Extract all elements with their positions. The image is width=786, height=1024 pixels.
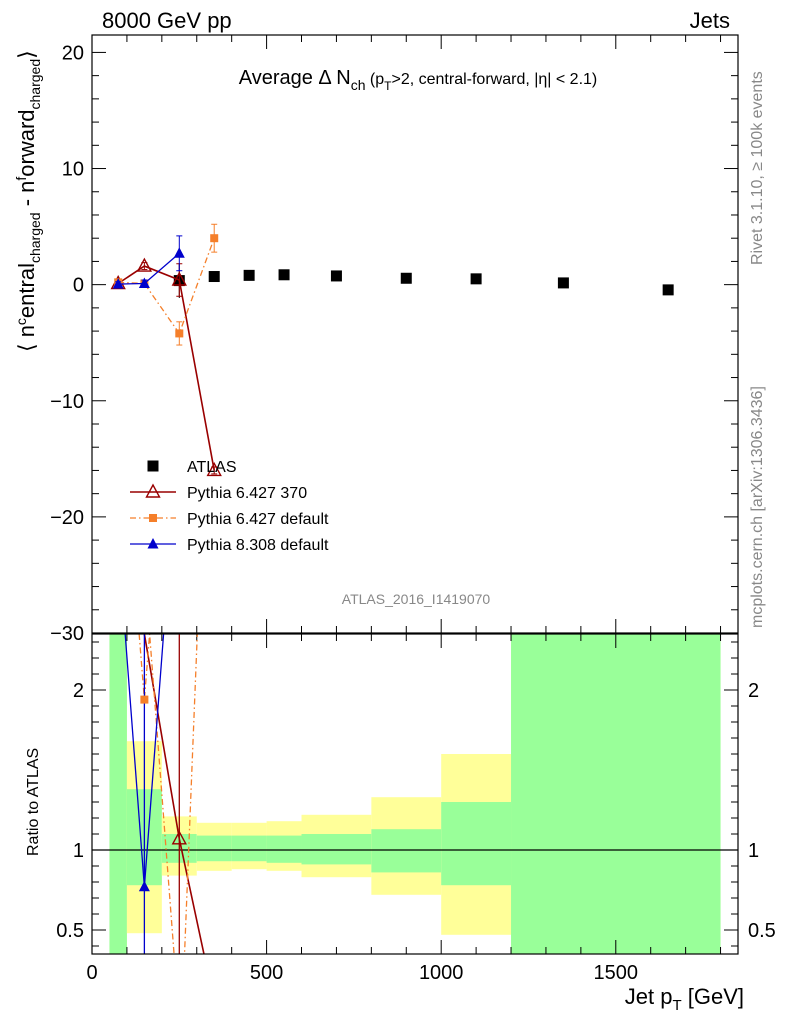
top-data-layer xyxy=(110,223,674,477)
x-axis-label-main: Jet p xyxy=(625,984,673,1009)
legend: ATLAS Pythia 6.427 370 Pythia 6.427 defaul… xyxy=(130,459,329,554)
legend-marker-atlas xyxy=(147,460,159,472)
plot-title-rest: (p xyxy=(365,71,384,88)
series-line-py8_default xyxy=(118,252,180,285)
ratio-point-py6_370 xyxy=(171,830,187,845)
plot-title-main: Average Δ N xyxy=(239,67,351,89)
bottom-ytick-label: 2 xyxy=(73,680,84,702)
series-line-py6_default xyxy=(118,237,215,335)
ratio-band-green xyxy=(301,834,372,865)
data-point-py6_default xyxy=(175,329,184,338)
ratio-point-py8_default xyxy=(138,880,150,892)
top-ytick-label: 0 xyxy=(73,275,84,297)
data-point-py6_370 xyxy=(171,271,187,286)
plot-title: Average Δ Nch (pT>2, central-forward, |η… xyxy=(239,67,598,93)
bottom-ytick-label: 1 xyxy=(73,840,84,862)
legend-marker-py6_370 xyxy=(145,483,161,498)
top-ytick-label: −20 xyxy=(50,507,84,529)
x-axis-label: Jet pT [GeV] xyxy=(625,984,744,1014)
ratio-band-green xyxy=(231,835,267,862)
data-point-atlas xyxy=(278,269,290,281)
bottom-frame xyxy=(91,633,739,955)
bottom-ylabel: Ratio to ATLAS xyxy=(25,748,42,856)
bottom-xtick-label: 0 xyxy=(86,962,97,984)
data-point-atlas xyxy=(400,272,412,284)
data-point-py8_default xyxy=(112,278,124,289)
legend-label-py6_370: Pythia 6.427 370 xyxy=(187,485,307,502)
data-point-py6_default xyxy=(210,234,219,243)
bottom-ytick-label-right: 2 xyxy=(748,680,759,702)
top-ylabel-open: ⟨ n xyxy=(14,325,39,352)
top-frame xyxy=(91,34,739,634)
legend-label-py6_default: Pythia 6.427 default xyxy=(187,511,329,528)
legend-marker-py6_default xyxy=(149,514,157,522)
plot-title-sub: ch xyxy=(351,77,366,93)
bottom-ytick-label: 0.5 xyxy=(56,920,84,942)
ratio-band-green xyxy=(109,634,127,954)
rivet-label: Rivet 3.1.10, ≥ 100k events xyxy=(749,71,766,265)
top-ylabel-sup1: c xyxy=(13,318,29,325)
top-axis-ticks: −30 −20 −10 0 10 20 xyxy=(50,35,738,645)
top-ytick-label: 10 xyxy=(62,159,84,181)
data-point-atlas xyxy=(243,269,255,281)
top-ylabel-mid2: - n xyxy=(14,181,39,213)
data-point-atlas xyxy=(330,270,342,282)
header-left: 8000 GeV pp xyxy=(102,8,232,33)
legend-marker-py8_default xyxy=(147,538,159,549)
bottom-xtick-label: 1000 xyxy=(419,962,464,984)
ratio-band-green xyxy=(266,835,302,863)
top-ylabel-mid3: orward xyxy=(14,109,39,176)
data-point-atlas xyxy=(470,273,482,285)
ratio-band-green xyxy=(371,829,442,873)
top-ylabel-sup2: f xyxy=(13,177,29,181)
x-axis-label-sub: T xyxy=(672,997,681,1014)
bottom-ytick-label-right: 0.5 xyxy=(748,920,776,942)
data-point-py8_default xyxy=(173,247,185,258)
top-ylabel-sub2: charged xyxy=(27,59,43,110)
bottom-xtick-label: 500 xyxy=(250,962,283,984)
legend-label-atlas: ATLAS xyxy=(187,459,237,476)
ratio-data-layer xyxy=(124,634,205,954)
data-point-py8_default xyxy=(138,277,150,288)
top-ylabel-sub1: charged xyxy=(27,212,43,263)
ratio-band-green xyxy=(196,835,232,862)
top-ylabel-mid1: entral xyxy=(14,263,39,318)
data-point-atlas xyxy=(208,271,220,283)
ratio-bands xyxy=(92,634,738,954)
ratio-band-green xyxy=(441,802,512,886)
ratio-point-py6_default xyxy=(140,695,149,704)
plot-title-sub2: T xyxy=(384,79,392,93)
top-ylabel-close: ⟩ xyxy=(14,50,39,59)
plot-title-tail: >2, central-forward, |η| < 2.1) xyxy=(392,71,598,88)
bottom-ytick-label-right: 1 xyxy=(748,840,759,862)
bottom-xtick-label: 1500 xyxy=(594,962,639,984)
top-ytick-label: −30 xyxy=(50,623,84,645)
data-point-atlas xyxy=(662,284,674,296)
top-ytick-label: −10 xyxy=(50,391,84,413)
data-point-atlas xyxy=(557,277,569,289)
top-ylabel: ⟨ ncentralcharged - nforwardcharged⟩ xyxy=(13,50,43,352)
x-axis-label-unit: [GeV] xyxy=(682,984,744,1009)
legend-label-py8_default: Pythia 8.308 default xyxy=(187,537,329,554)
header-right: Jets xyxy=(690,8,730,33)
top-ytick-label: 20 xyxy=(62,42,84,64)
series-line-py6_370 xyxy=(117,265,216,471)
ratio-band-green xyxy=(511,634,721,954)
data-point-py6_370 xyxy=(206,461,222,477)
data-point-py6_370 xyxy=(136,257,153,272)
mcplots-label: mcplots.cern.ch [arXiv:1306.3436] xyxy=(749,386,766,628)
analysis-watermark: ATLAS_2016_I1419070 xyxy=(342,591,491,607)
